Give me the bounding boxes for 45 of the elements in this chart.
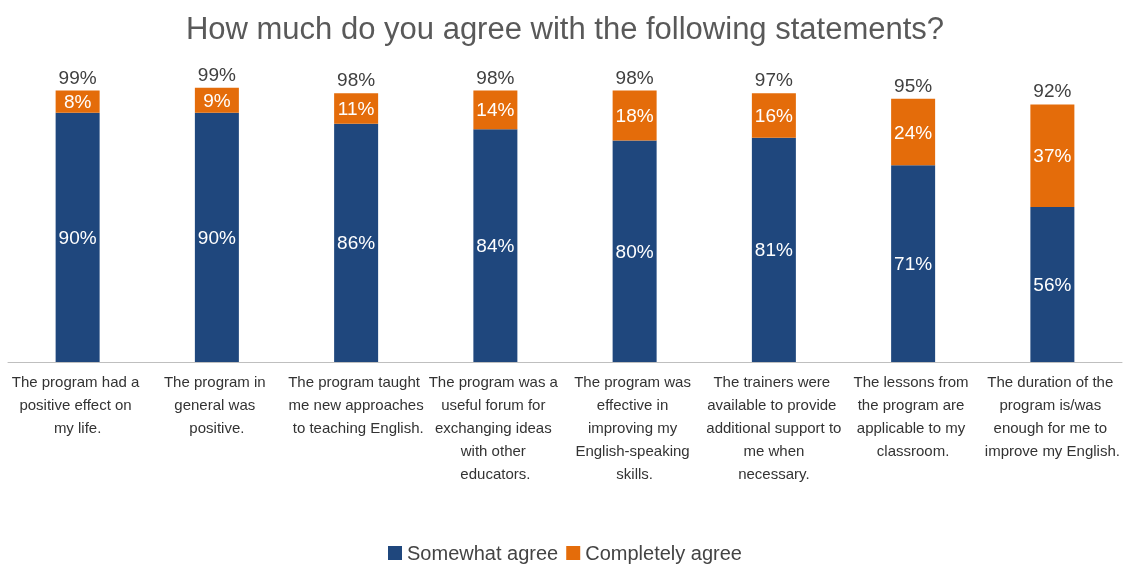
data-label: 86%	[337, 232, 376, 254]
legend-label: Somewhat agree	[407, 542, 559, 564]
x-tick-label: The trainers were available to provide additional support to me when necessary.	[706, 373, 842, 482]
x-tick-label: The lessons from the program are applicable to my classroom.	[853, 373, 973, 459]
total-label: 98%	[337, 69, 376, 91]
legend-label: Completely agree	[585, 542, 742, 564]
x-tick-label: The program taught me new approaches to teaching English.	[288, 373, 425, 436]
bar	[473, 129, 518, 362]
bar	[194, 112, 239, 362]
data-label: 9%	[203, 89, 231, 111]
total-label: 97%	[754, 69, 793, 91]
data-label: 90%	[58, 226, 97, 248]
data-label: 56%	[1033, 273, 1072, 295]
bar	[55, 112, 100, 362]
total-label: 92%	[1033, 80, 1072, 102]
total-label: 99%	[197, 63, 236, 85]
bar	[751, 137, 796, 362]
data-label: 37%	[1033, 145, 1072, 167]
data-label: 84%	[476, 235, 515, 257]
total-label: 98%	[476, 66, 515, 88]
bar	[1030, 104, 1075, 207]
x-tick-label: The duration of the program is/was enough for me to improve my English.	[984, 373, 1120, 459]
x-tick-label: The program had a positive effect on my life.	[11, 373, 144, 436]
data-label: 16%	[754, 104, 793, 126]
total-label: 95%	[894, 74, 933, 96]
data-label: 90%	[197, 226, 236, 248]
bar	[891, 165, 936, 362]
total-label: 99%	[58, 66, 97, 88]
bar	[1030, 206, 1075, 362]
bar	[334, 123, 379, 362]
data-label: 8%	[63, 91, 92, 113]
x-tick-label: The program was effective in improving my English-speaking skills.	[574, 373, 696, 482]
data-label: 11%	[337, 98, 375, 120]
bar	[612, 140, 657, 362]
total-label: 98%	[615, 66, 654, 88]
data-label: 71%	[894, 253, 933, 275]
chart-title: How much do you agree with the following statements?	[185, 11, 945, 46]
data-label: 14%	[476, 99, 515, 121]
data-label: 80%	[615, 240, 654, 262]
x-tick-label: The program was a useful forum for exchanging ideas with other educators.	[428, 373, 563, 482]
bar	[891, 98, 936, 166]
data-label: 18%	[615, 104, 654, 126]
data-label: 81%	[754, 239, 793, 261]
data-label: 24%	[894, 121, 933, 143]
x-tick-label: The program in general was positive.	[163, 373, 270, 436]
